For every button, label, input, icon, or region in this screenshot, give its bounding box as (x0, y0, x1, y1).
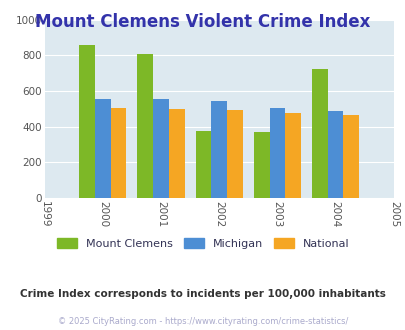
Bar (253, 132, 269, 198)
Bar (269, 108, 285, 198)
Bar (195, 131, 211, 198)
Bar (79, 45, 95, 198)
Legend: Mount Clemens, Michigan, National: Mount Clemens, Michigan, National (52, 234, 353, 253)
Bar (137, 54, 153, 198)
Text: Mount Clemens Violent Crime Index: Mount Clemens Violent Crime Index (35, 13, 370, 31)
Bar (168, 109, 184, 198)
Bar (285, 113, 300, 198)
Bar (153, 99, 168, 198)
Text: © 2025 CityRating.com - https://www.cityrating.com/crime-statistics/: © 2025 CityRating.com - https://www.city… (58, 317, 347, 326)
Text: Crime Index corresponds to incidents per 100,000 inhabitants: Crime Index corresponds to incidents per… (20, 289, 385, 299)
Bar (343, 115, 358, 198)
Bar (311, 69, 327, 198)
Bar (327, 111, 343, 198)
Bar (111, 108, 126, 198)
Bar (95, 99, 111, 198)
Bar (226, 110, 242, 198)
Bar (211, 101, 226, 198)
